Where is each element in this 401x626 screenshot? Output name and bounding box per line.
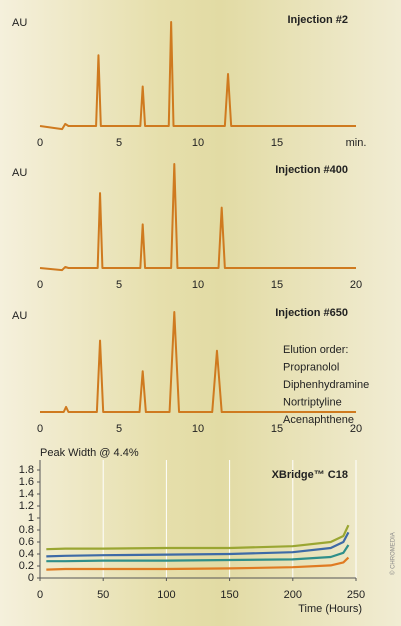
annotation: Acenaphthene (283, 414, 354, 426)
x-tick-label: 0 (37, 423, 43, 435)
chart-title: Injection #400 (275, 164, 348, 176)
x-tick-label: 50 (97, 589, 109, 601)
y-tick-label: 1.8 (19, 464, 34, 476)
x-tick-label: min. (346, 137, 367, 149)
y-tick-label: 1.4 (19, 488, 34, 500)
x-tick-label: 200 (284, 589, 302, 601)
x-tick-label: 15 (271, 279, 283, 291)
y-tick-label: 1 (28, 512, 34, 524)
x-axis-label: Time (Hours) (298, 603, 362, 615)
y-tick-label: 0.6 (19, 536, 34, 548)
x-tick-label: 15 (271, 423, 283, 435)
chart-title: Injection #2 (287, 14, 348, 26)
y-axis-label: AU (12, 310, 27, 322)
annotation: Elution order: (283, 344, 348, 356)
x-tick-label: 5 (116, 423, 122, 435)
chart-title: Injection #650 (275, 307, 348, 319)
line (39, 21, 356, 131)
annotation: Nortriptyline (283, 396, 342, 408)
y-tick-label: 0.2 (19, 560, 34, 572)
x-tick-label: 20 (350, 279, 362, 291)
x-tick-label: 0 (37, 137, 43, 149)
x-tick-label: 250 (347, 589, 365, 601)
y-tick-label: 1.6 (19, 476, 34, 488)
line (46, 531, 350, 558)
x-tick-label: 0 (37, 279, 43, 291)
x-tick-label: 15 (271, 137, 283, 149)
x-tick-label: 10 (192, 423, 204, 435)
x-tick-label: 0 (37, 589, 43, 601)
x-tick-label: 150 (220, 589, 238, 601)
line (40, 311, 356, 413)
y-axis-label: Peak Width @ 4.4% (40, 447, 139, 459)
x-tick-label: 100 (157, 589, 175, 601)
y-axis-label: AU (12, 17, 27, 29)
chart-title: XBridge™ C18 (272, 469, 348, 481)
line (39, 163, 356, 272)
x-tick-label: 10 (192, 137, 204, 149)
y-tick-label: 1.2 (19, 500, 34, 512)
annotation: Diphenhydramine (283, 379, 369, 391)
credit: © CHROMEDIA (390, 532, 397, 575)
y-axis-label: AU (12, 167, 27, 179)
y-tick-label: 0.4 (19, 548, 34, 560)
annotation: Propranolol (283, 361, 339, 373)
x-tick-label: 10 (192, 279, 204, 291)
line (46, 556, 350, 571)
y-tick-label: 0.8 (19, 524, 34, 536)
x-tick-label: 20 (350, 423, 362, 435)
line (46, 524, 350, 551)
x-tick-label: 5 (116, 137, 122, 149)
line (46, 544, 350, 563)
x-tick-label: 5 (116, 279, 122, 291)
y-tick-label: 0 (28, 572, 34, 584)
